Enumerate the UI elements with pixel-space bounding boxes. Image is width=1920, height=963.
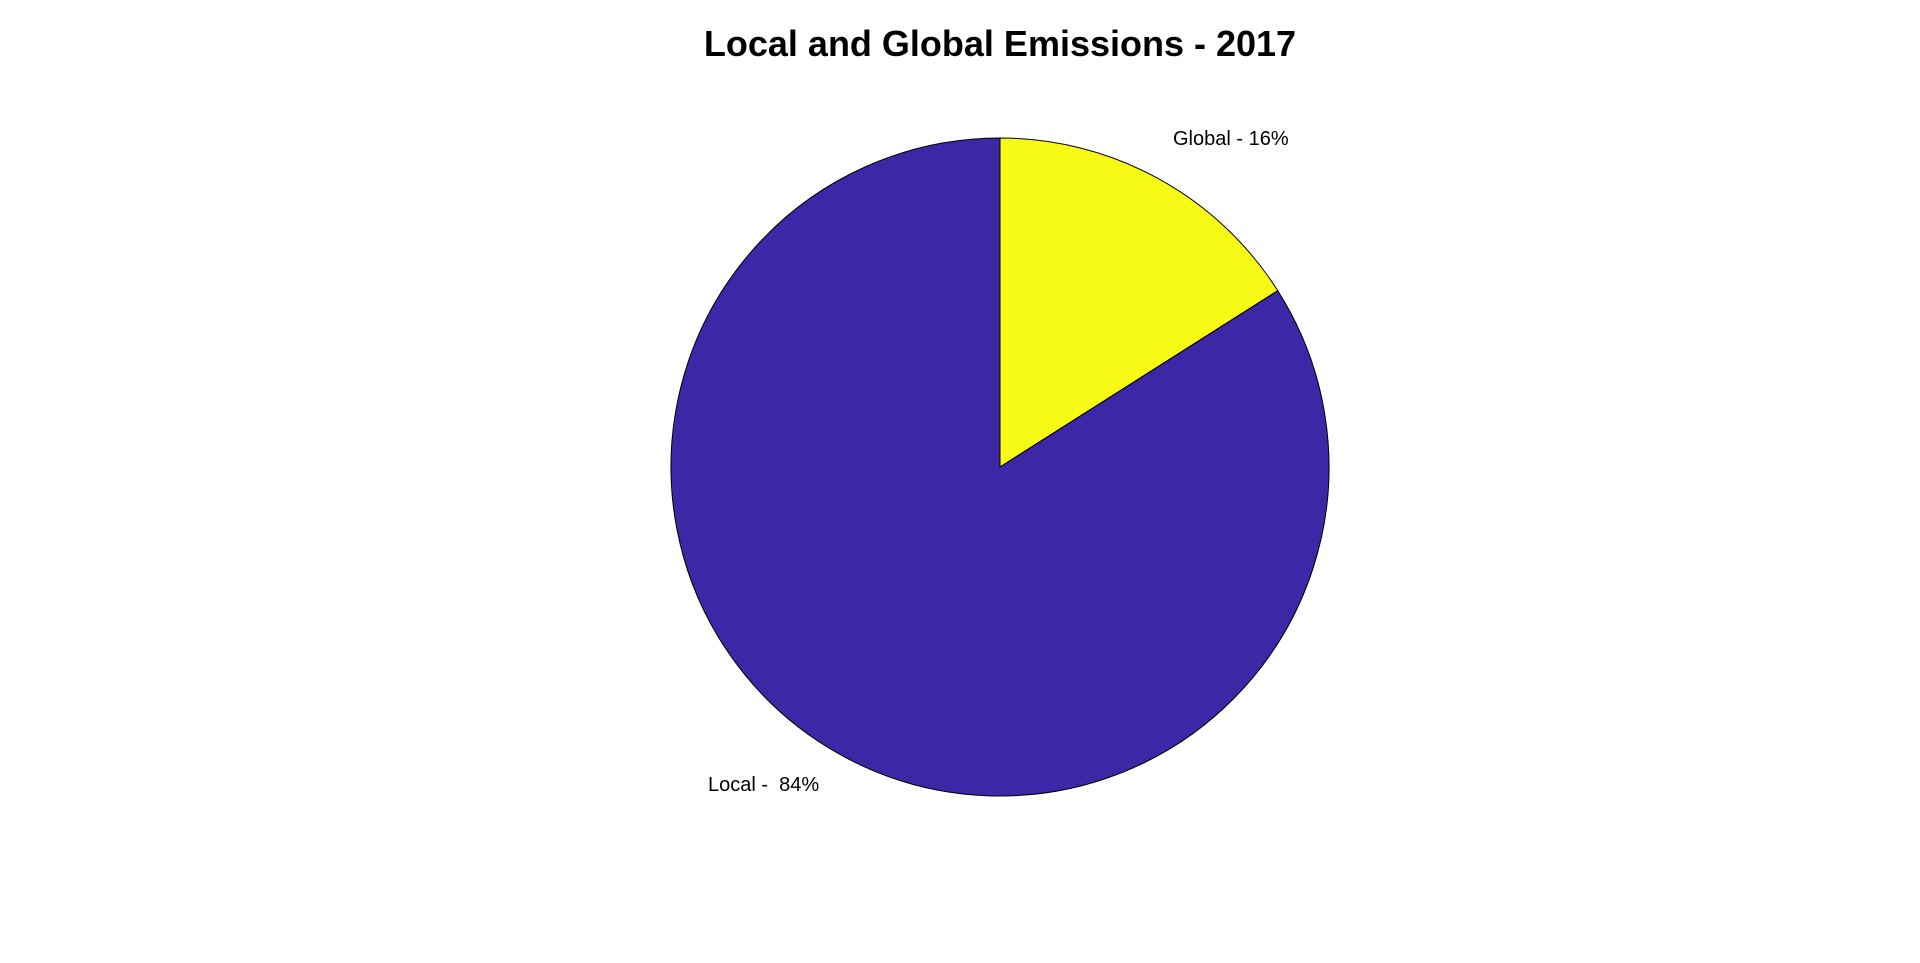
pie-slices [670, 137, 1330, 797]
chart-title: Local and Global Emissions - 2017 [704, 23, 1296, 64]
pie-slice-label-0: Global - 16% [1173, 128, 1289, 150]
pie-slice-1 [670, 137, 1330, 797]
pie-labels: Global - 16% Local - 84% [708, 128, 1289, 796]
pie-slice-label-1: Local - 84% [708, 774, 819, 796]
pie-slice-0 [999, 137, 1279, 468]
